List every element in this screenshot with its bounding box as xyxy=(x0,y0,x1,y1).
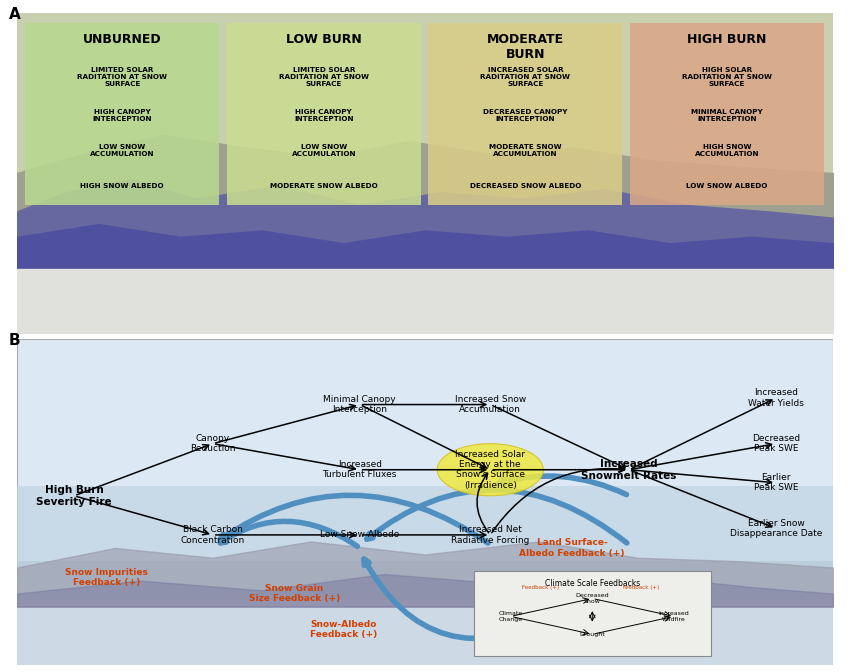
Text: INCREASED SOLAR
RADITATION AT SNOW
SURFACE: INCREASED SOLAR RADITATION AT SNOW SURFA… xyxy=(480,67,570,87)
Text: A: A xyxy=(8,7,20,22)
Text: HIGH CANOPY
INTERCEPTION: HIGH CANOPY INTERCEPTION xyxy=(294,109,354,122)
Text: Increased
Wildfire: Increased Wildfire xyxy=(659,611,689,622)
Text: MODERATE
BURN: MODERATE BURN xyxy=(487,33,564,60)
Text: UNBURNED: UNBURNED xyxy=(83,33,162,46)
Text: Increased Net
Radiative Forcing: Increased Net Radiative Forcing xyxy=(451,526,530,544)
Text: Increased
Snowmelt Rates: Increased Snowmelt Rates xyxy=(581,459,677,480)
Text: LOW BURN: LOW BURN xyxy=(286,33,362,46)
Text: feedback (+): feedback (+) xyxy=(623,585,660,589)
Text: HIGH SNOW ALBEDO: HIGH SNOW ALBEDO xyxy=(81,183,164,189)
Text: Increased
Turbulent Fluxes: Increased Turbulent Fluxes xyxy=(322,460,397,479)
Text: Canopy
Reduction: Canopy Reduction xyxy=(190,434,235,454)
Text: Black Carbon
Concentration: Black Carbon Concentration xyxy=(181,526,245,544)
Text: LIMITED SOLAR
RADITATION AT SNOW
SURFACE: LIMITED SOLAR RADITATION AT SNOW SURFACE xyxy=(279,67,369,87)
Text: HIGH CANOPY
INTERCEPTION: HIGH CANOPY INTERCEPTION xyxy=(93,109,152,122)
Text: Low Snow Albedo: Low Snow Albedo xyxy=(320,530,400,540)
Text: Climate
Change: Climate Change xyxy=(499,611,523,622)
Text: Earlier Snow
Disappearance Date: Earlier Snow Disappearance Date xyxy=(729,519,822,538)
FancyBboxPatch shape xyxy=(26,23,219,205)
Text: HIGH SOLAR
RADITATION AT SNOW
SURFACE: HIGH SOLAR RADITATION AT SNOW SURFACE xyxy=(682,67,772,87)
Text: Climate Scale Feedbacks: Climate Scale Feedbacks xyxy=(545,579,640,588)
Text: Decreased
Peak SWE: Decreased Peak SWE xyxy=(751,434,800,454)
Text: MODERATE SNOW ALBEDO: MODERATE SNOW ALBEDO xyxy=(270,183,377,189)
Text: Drought: Drought xyxy=(580,632,605,637)
Text: LOW SNOW
ACCUMULATION: LOW SNOW ACCUMULATION xyxy=(90,144,155,157)
Text: Increased
Water Yields: Increased Water Yields xyxy=(748,388,804,408)
Ellipse shape xyxy=(437,444,543,496)
Text: MODERATE SNOW
ACCUMULATION: MODERATE SNOW ACCUMULATION xyxy=(489,144,562,157)
Text: B: B xyxy=(8,333,20,348)
Text: HIGH BURN: HIGH BURN xyxy=(688,33,767,46)
Text: Land Surface-
Albedo Feedback (+): Land Surface- Albedo Feedback (+) xyxy=(519,538,625,558)
Text: Minimal Canopy
Interception: Minimal Canopy Interception xyxy=(323,395,396,414)
Text: LIMITED SOLAR
RADITATION AT SNOW
SURFACE: LIMITED SOLAR RADITATION AT SNOW SURFACE xyxy=(77,67,167,87)
Text: High Burn
Severity Fire: High Burn Severity Fire xyxy=(37,485,112,507)
FancyBboxPatch shape xyxy=(17,561,833,665)
Text: Decreased
Snow: Decreased Snow xyxy=(575,593,609,604)
FancyBboxPatch shape xyxy=(17,13,833,333)
Text: MINIMAL CANOPY
INTERCEPTION: MINIMAL CANOPY INTERCEPTION xyxy=(691,109,762,122)
Text: Snow Impurities
Feedback (+): Snow Impurities Feedback (+) xyxy=(65,568,148,587)
FancyBboxPatch shape xyxy=(428,23,622,205)
FancyBboxPatch shape xyxy=(227,23,421,205)
FancyBboxPatch shape xyxy=(474,571,711,655)
Text: DECREASED SNOW ALBEDO: DECREASED SNOW ALBEDO xyxy=(470,183,581,189)
Text: Increased Snow
Accumulation: Increased Snow Accumulation xyxy=(455,395,526,414)
Text: HIGH SNOW
ACCUMULATION: HIGH SNOW ACCUMULATION xyxy=(694,144,759,157)
Text: LOW SNOW
ACCUMULATION: LOW SNOW ACCUMULATION xyxy=(292,144,356,157)
Text: Snow-Albedo
Feedback (+): Snow-Albedo Feedback (+) xyxy=(309,620,377,639)
Text: Feedback (+): Feedback (+) xyxy=(522,585,559,589)
FancyBboxPatch shape xyxy=(17,600,833,665)
Text: Earlier
Peak SWE: Earlier Peak SWE xyxy=(754,473,798,493)
Text: LOW SNOW ALBEDO: LOW SNOW ALBEDO xyxy=(686,183,768,189)
FancyBboxPatch shape xyxy=(630,23,824,205)
FancyBboxPatch shape xyxy=(17,486,833,665)
Text: Snow Grain
Size Feedback (+): Snow Grain Size Feedback (+) xyxy=(249,584,340,603)
Text: Increased Solar
Energy at the
Snow's Surface
(Irradience): Increased Solar Energy at the Snow's Sur… xyxy=(456,450,525,490)
Text: DECREASED CANOPY
INTERCEPTION: DECREASED CANOPY INTERCEPTION xyxy=(483,109,568,122)
FancyBboxPatch shape xyxy=(17,339,833,665)
